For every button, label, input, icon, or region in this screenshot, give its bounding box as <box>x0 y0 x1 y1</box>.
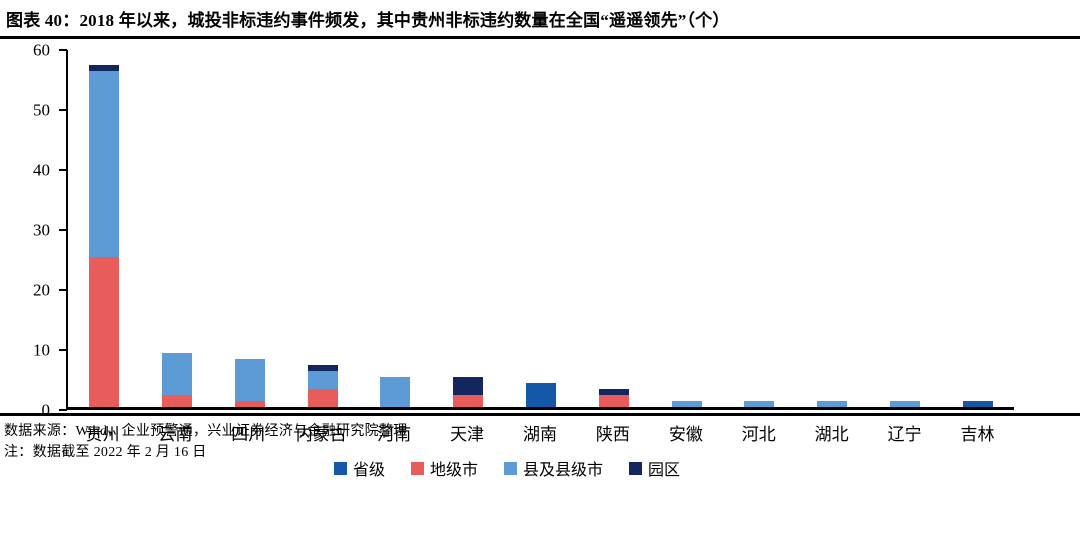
bar-segment-地级市 <box>307 389 338 407</box>
y-tick-mark <box>59 409 67 411</box>
y-axis-labels: 0 10 20 30 40 50 60 <box>0 42 60 419</box>
y-tick-mark <box>59 109 67 111</box>
bar-column-四川 <box>214 50 287 407</box>
legend-item-县及县级市: 县及县级市 <box>504 456 603 480</box>
bar-segment-地级市 <box>598 395 629 407</box>
legend-label: 省级 <box>352 462 385 479</box>
bar-column-云南 <box>141 50 214 407</box>
x-label-河北: 河北 <box>741 425 776 444</box>
bar-column-河南 <box>359 50 432 407</box>
x-label-吉林: 吉林 <box>960 425 995 444</box>
x-label-天津: 天津 <box>450 425 485 444</box>
bar-stack <box>671 401 702 407</box>
bar-segment-地级市 <box>162 395 193 407</box>
bar-segment-地级市 <box>234 401 265 407</box>
x-label-河南: 河南 <box>377 425 412 444</box>
bar-column-吉林 <box>941 50 1014 407</box>
data-cutoff-note: 注：数据截至 2022 年 2 月 16 日 <box>4 445 207 460</box>
bar-stack <box>598 389 629 407</box>
y-tick-mark <box>59 49 67 51</box>
bar-column-贵州 <box>68 50 141 407</box>
chart-area: 0 10 20 30 40 50 60 贵州 云南 四川 内蒙古 河南 天津 湖南 陕西 安徽 河北 湖北 辽宁 吉… <box>0 42 1080 479</box>
bar-segment-园区 <box>598 389 629 395</box>
x-label-内蒙古: 内蒙古 <box>295 425 347 444</box>
bar-stack <box>234 359 265 407</box>
bar-segment-县及县级市 <box>817 401 848 407</box>
legend: 省级 地级市 县及县级市 园区 <box>0 456 1014 480</box>
bar-segment-县及县级市 <box>380 377 411 407</box>
bar-segment-县及县级市 <box>889 401 920 407</box>
footer: 数据来源：Wind，企业预警通，兴业证券经济与金融研究院整理 注：数据截至 20… <box>0 416 1080 463</box>
bar-segment-园区 <box>89 65 120 71</box>
legend-item-省级: 省级 <box>333 456 385 480</box>
bar-column-辽宁 <box>868 50 941 407</box>
y-tick-label: 10 <box>33 340 50 360</box>
x-label-贵州: 贵州 <box>85 425 120 444</box>
bar-stack <box>453 377 484 407</box>
y-tick-label: 50 <box>33 100 50 120</box>
bar-segment-县及县级市 <box>89 71 120 257</box>
bar-column-湖北 <box>796 50 869 407</box>
y-tick-mark <box>59 169 67 171</box>
x-label-安徽: 安徽 <box>668 425 703 444</box>
bar-stack <box>307 365 338 407</box>
x-label-辽宁: 辽宁 <box>887 425 922 444</box>
legend-swatch-icon <box>629 461 643 475</box>
legend-item-地级市: 地级市 <box>410 456 478 480</box>
x-label-陕西: 陕西 <box>595 425 630 444</box>
legend-label: 地级市 <box>429 462 478 479</box>
bar-segment-县及县级市 <box>744 401 775 407</box>
x-label-湖南: 湖南 <box>522 425 557 444</box>
bar-stack <box>162 353 193 407</box>
bar-stack <box>89 65 120 407</box>
legend-swatch-icon <box>333 461 347 475</box>
footer-divider <box>0 413 1080 416</box>
bar-stack <box>380 377 411 407</box>
y-tick-label: 30 <box>33 220 50 240</box>
bar-stack <box>744 401 775 407</box>
legend-label: 县及县级市 <box>523 462 604 479</box>
bar-column-天津 <box>432 50 505 407</box>
x-label-四川: 四川 <box>231 425 266 444</box>
y-tick-mark <box>59 289 67 291</box>
y-tick-label: 60 <box>33 40 50 60</box>
bar-segment-县及县级市 <box>162 353 193 395</box>
x-label-湖北: 湖北 <box>814 425 849 444</box>
bar-column-安徽 <box>650 50 723 407</box>
data-source-note: 数据来源：Wind，企业预警通，兴业证券经济与金融研究院整理 <box>4 424 408 439</box>
bar-column-河北 <box>723 50 796 407</box>
bar-stack <box>962 401 993 407</box>
y-tick-mark <box>59 349 67 351</box>
x-axis-labels: 贵州 云南 四川 内蒙古 河南 天津 湖南 陕西 安徽 河北 湖北 辽宁 吉林 <box>66 420 1014 445</box>
bar-segment-县及县级市 <box>234 359 265 401</box>
bar-column-陕西 <box>577 50 650 407</box>
bar-segment-园区 <box>307 365 338 371</box>
bar-segment-省级 <box>962 401 993 407</box>
bar-segment-地级市 <box>453 395 484 407</box>
bar-stack <box>525 383 556 407</box>
legend-swatch-icon <box>504 461 517 475</box>
bar-segment-县及县级市 <box>671 401 702 407</box>
bar-column-湖南 <box>505 50 578 407</box>
y-tick-label: 40 <box>33 160 50 180</box>
y-tick-label: 0 <box>41 400 51 420</box>
y-tick-label: 20 <box>33 280 50 300</box>
bar-segment-园区 <box>453 377 484 395</box>
bar-column-内蒙古 <box>286 50 359 407</box>
chart-title: 图表 40：2018 年以来，城投非标违约事件频发，其中贵州非标违约数量在全国“… <box>0 0 1080 39</box>
bar-segment-地级市 <box>89 257 120 407</box>
bar-segment-县及县级市 <box>307 371 338 389</box>
y-tick-mark <box>59 229 67 231</box>
bar-stack <box>817 401 848 407</box>
bar-columns <box>68 50 1014 407</box>
legend-swatch-icon <box>410 461 424 475</box>
legend-label: 园区 <box>648 462 681 479</box>
legend-item-园区: 园区 <box>629 456 680 480</box>
x-label-云南: 云南 <box>158 425 193 444</box>
bar-stack <box>889 401 920 407</box>
bar-segment-省级 <box>525 383 556 407</box>
plot-area <box>59 49 1014 411</box>
